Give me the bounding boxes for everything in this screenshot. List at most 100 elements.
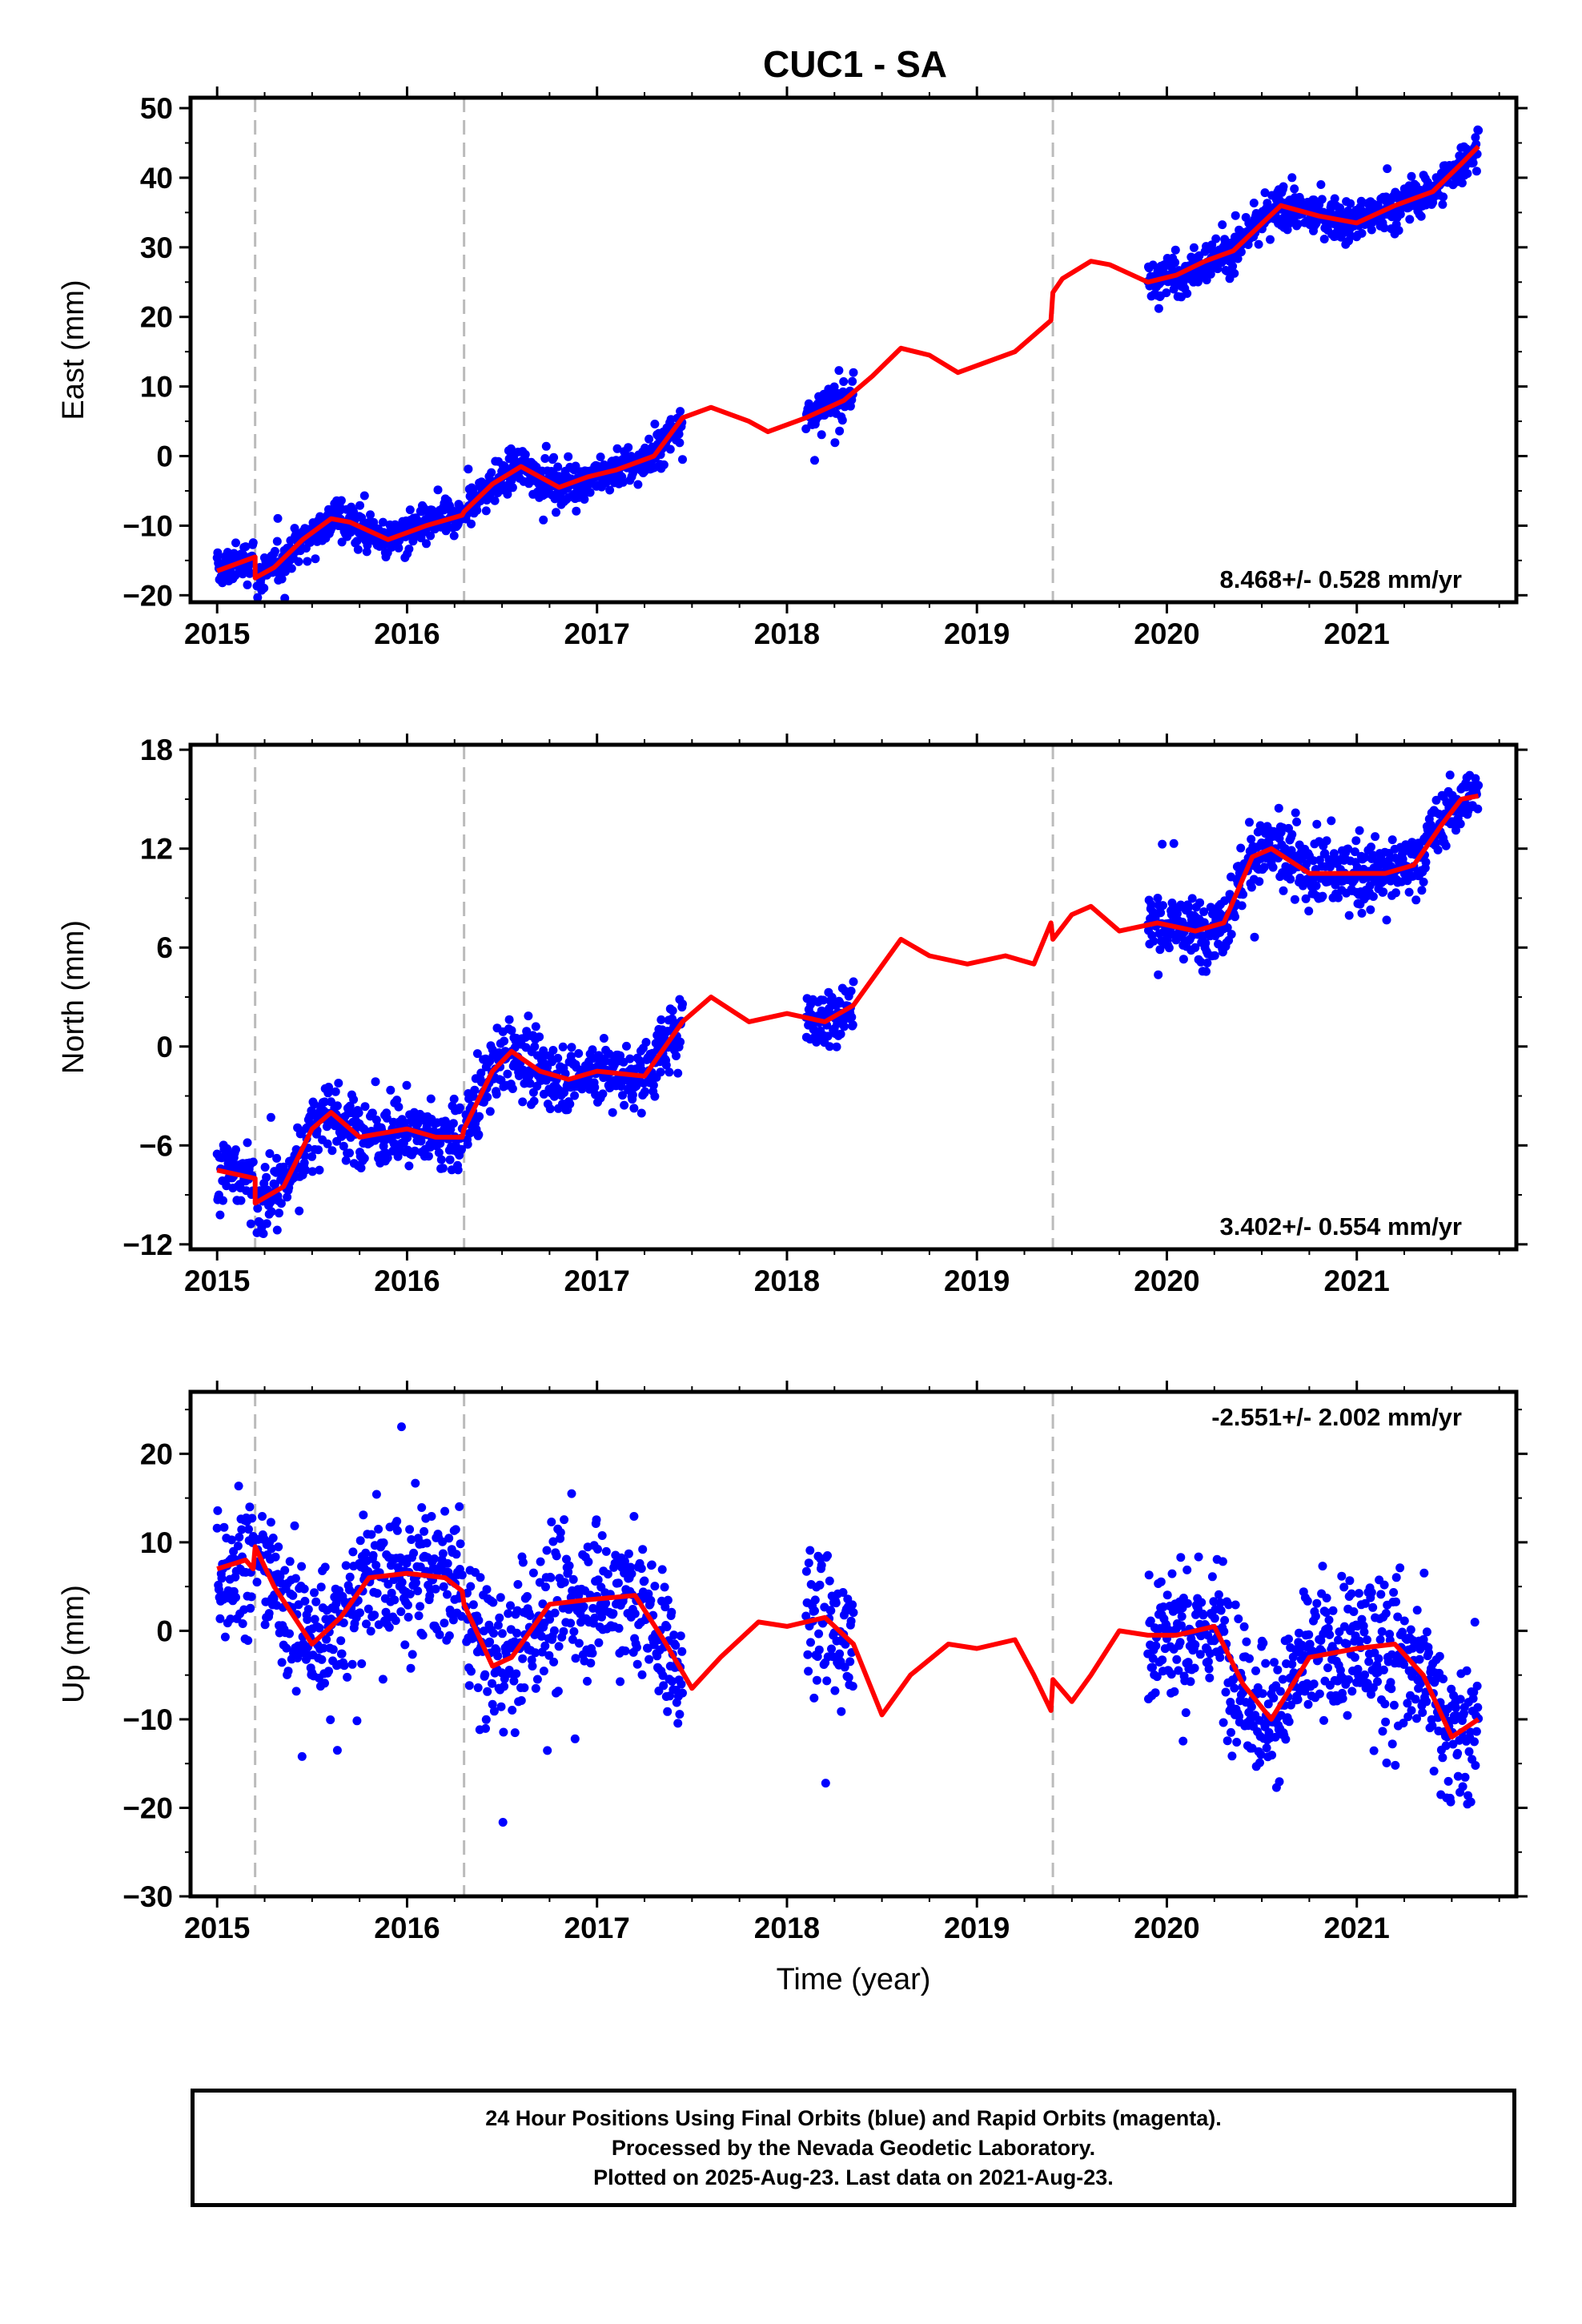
up-point [540, 1641, 550, 1651]
north-point [339, 1141, 348, 1151]
up-point [1472, 1681, 1482, 1691]
east-point [541, 441, 551, 451]
up-point [1377, 1626, 1387, 1636]
up-point [1219, 1626, 1229, 1636]
north-point [1239, 890, 1248, 899]
up-point [215, 1614, 225, 1623]
north-point [1366, 905, 1375, 915]
up-point [810, 1595, 820, 1605]
up-point [1472, 1727, 1481, 1736]
north-point [262, 1172, 271, 1182]
up-point [1343, 1711, 1352, 1720]
up-point [387, 1588, 396, 1598]
up-point [245, 1502, 255, 1512]
north-point [386, 1085, 396, 1095]
north-point [485, 1107, 495, 1116]
up-point [1166, 1670, 1176, 1679]
up-point [252, 1578, 262, 1587]
east-point [467, 519, 476, 529]
north-point [295, 1206, 304, 1216]
up-point [493, 1651, 503, 1661]
up-point [384, 1622, 394, 1632]
up-point [1453, 1771, 1463, 1781]
east-x-tick-label: 2020 [1134, 617, 1199, 650]
up-point [1234, 1614, 1243, 1623]
up-point [1381, 1717, 1391, 1727]
north-point [539, 1046, 548, 1055]
up-point [413, 1586, 423, 1596]
east-point [539, 515, 548, 525]
north-point [656, 1068, 665, 1077]
up-point [1360, 1670, 1370, 1679]
north-point [1291, 808, 1300, 818]
up-point [1359, 1627, 1369, 1637]
up-point [483, 1687, 492, 1696]
up-point [525, 1611, 535, 1620]
up-point [496, 1702, 506, 1711]
up-point [425, 1591, 435, 1600]
footer-line-plotted: Plotted on 2025-Aug-23. Last data on 202… [593, 2165, 1114, 2189]
up-point [1325, 1630, 1335, 1639]
east-point [829, 382, 839, 392]
up-point [414, 1611, 424, 1621]
up-point [805, 1546, 815, 1555]
up-point [1419, 1568, 1429, 1578]
up-point [518, 1558, 528, 1567]
north-point [1146, 900, 1156, 910]
east-y-tick-label: 0 [156, 440, 173, 473]
up-point [1247, 1702, 1256, 1711]
up-point [1374, 1654, 1383, 1663]
up-point [451, 1525, 460, 1534]
up-point [392, 1517, 402, 1526]
up-point [488, 1679, 496, 1688]
east-point [243, 580, 252, 589]
north-point [678, 999, 687, 1009]
up-point [1376, 1590, 1386, 1599]
up-point [277, 1658, 287, 1667]
north-point [1153, 894, 1162, 903]
north-point [383, 1153, 392, 1163]
east-point [571, 461, 580, 471]
north-y-axis-label: North (mm) [57, 920, 90, 1074]
up-point [336, 1636, 346, 1646]
up-point [1422, 1697, 1431, 1707]
north-point [307, 1167, 317, 1176]
east-point [1395, 210, 1405, 219]
east-point [834, 366, 844, 376]
up-point [546, 1573, 556, 1582]
east-point [248, 538, 258, 548]
up-point [512, 1628, 521, 1638]
east-point [1316, 180, 1326, 189]
east-point [337, 537, 347, 547]
north-point [1343, 844, 1353, 854]
up-point [806, 1638, 815, 1647]
north-point [629, 1104, 639, 1113]
north-point [457, 1144, 466, 1154]
north-point [1158, 901, 1167, 911]
east-point [1162, 288, 1171, 298]
up-point [1232, 1738, 1242, 1747]
up-point [499, 1727, 508, 1737]
up-point [1287, 1659, 1297, 1669]
up-point [677, 1647, 687, 1656]
north-point [472, 1049, 482, 1059]
up-point [1216, 1606, 1226, 1615]
up-point [464, 1681, 474, 1691]
east-point [426, 531, 436, 541]
north-point [1203, 959, 1212, 967]
up-point [1303, 1596, 1312, 1606]
up-point [588, 1648, 597, 1658]
east-point [1472, 167, 1481, 176]
east-point [1474, 126, 1484, 135]
north-point [1368, 850, 1378, 860]
north-point [426, 1094, 436, 1104]
up-point [1399, 1719, 1408, 1728]
up-point [1422, 1627, 1431, 1637]
up-point [1355, 1636, 1364, 1646]
up-point [440, 1506, 450, 1516]
up-point [405, 1525, 415, 1534]
north-point [1417, 886, 1427, 895]
up-point [1379, 1580, 1389, 1590]
up-point [803, 1650, 813, 1659]
north-y-tick-label: −12 [122, 1228, 173, 1261]
